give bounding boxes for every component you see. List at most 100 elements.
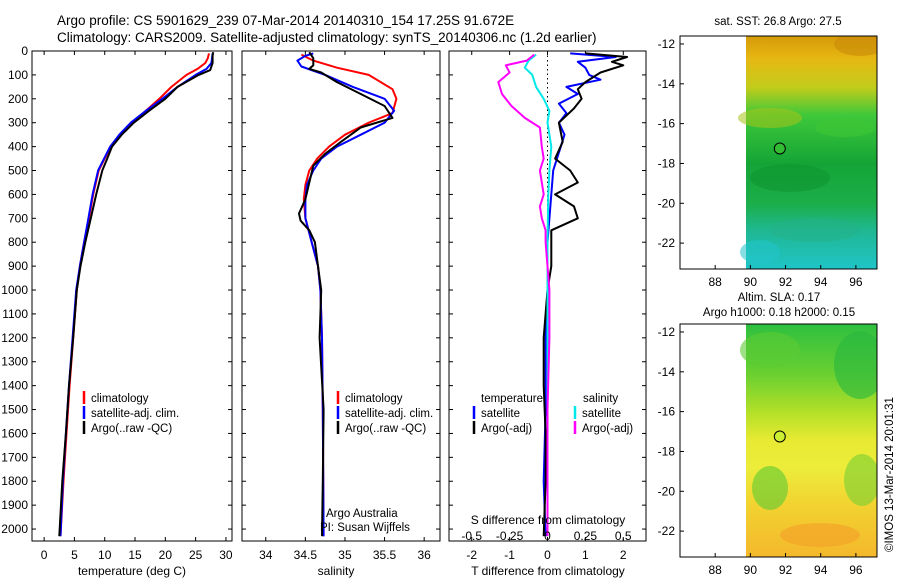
map-x-tick-label: 92: [779, 275, 793, 289]
sla-map-panel: Altim. SLA: 0.17 Argo h1000: 0.18 h2000:…: [658, 292, 878, 577]
difference-y-tickmarks: [449, 50, 646, 530]
map-y-tick-label: -20: [658, 196, 676, 210]
temperature-x-label: temperature (deg C): [78, 564, 186, 578]
map-x-tick-label: 88: [708, 275, 722, 289]
difference-panel: -2 -1 0 1 2 -0.5 -0.25 0 0.25 0.5 S difference f…: [448, 50, 647, 578]
depth-tick-label: 1800: [1, 474, 28, 488]
depth-tick-label: 800: [8, 235, 28, 249]
x-tick-label: 34.5: [294, 548, 318, 562]
series-line-salinity-1: [296, 52, 396, 537]
temperature-legend: climatology satellite-adj. clim. Argo(..…: [82, 391, 179, 435]
sst-map-title: sat. SST: 26.8 Argo: 27.5: [714, 16, 841, 28]
difference-legend-sal-satellite: satellite: [582, 408, 621, 420]
x-tick-label: 35.5: [373, 548, 397, 562]
sst-map-texture: [738, 36, 877, 264]
sla-map-title-line2: Argo h1000: 0.18 h2000: 0.15: [703, 307, 855, 319]
depth-tick-label: 1400: [1, 379, 28, 393]
x-tick-label: 34: [259, 548, 273, 562]
map-x-tick-label: 90: [744, 563, 758, 577]
depth-tick-label: 700: [8, 211, 28, 225]
series-line-temperature-1: [59, 53, 214, 537]
salinity-x-label: salinity: [318, 564, 355, 578]
argo-australia-annotation: Argo Australia: [326, 508, 398, 520]
salinity-y-tickmarks: [242, 50, 440, 530]
x-tick-label: 10: [98, 548, 112, 562]
x-tick-label: 0: [544, 548, 551, 562]
depth-tick-label: 900: [8, 259, 28, 273]
map-x-tick-label: 96: [849, 563, 863, 577]
map-x-tick-label: 94: [814, 275, 828, 289]
salinity-difference-tick-label: 0.25: [574, 529, 598, 543]
salinity-difference-label: S difference from climatology: [471, 513, 626, 527]
map-y-tick-label: -12: [658, 37, 676, 51]
figure-title-line2: Climatology: CARS2009. Satellite-adjuste…: [57, 30, 597, 45]
depth-tick-label: 1200: [1, 331, 28, 345]
x-tick-label: 0: [41, 548, 48, 562]
series-line-temperature-2: [58, 52, 215, 537]
difference-series: [497, 51, 629, 541]
depth-tick-label: 0: [21, 44, 28, 58]
x-tick-label: 30: [219, 548, 233, 562]
salinity-difference-tick-label: 0.5: [615, 529, 632, 543]
x-tick-label: 5: [71, 548, 78, 562]
sla-map-texture: [740, 331, 877, 547]
salinity-series: [296, 51, 398, 537]
difference-legend: temperature satellite Argo(-adj) salinit…: [472, 393, 633, 435]
sla-argo-marker: [773, 430, 786, 443]
map-y-tick-label: -14: [658, 77, 676, 91]
series-line-salinity-2: [298, 51, 394, 537]
salinity-legend-climatology: climatology: [345, 393, 403, 405]
sla-map-title-line1: Altim. SLA: 0.17: [738, 292, 820, 304]
sst-map-x-ticks: 88 90 92 94 96: [708, 265, 863, 289]
map-x-tick-label: 92: [779, 563, 793, 577]
sla-map-x-ticks: 88 90 92 94 96: [708, 553, 863, 577]
series-line-temperature-0: [59, 53, 210, 537]
x-tick-label: 20: [159, 548, 173, 562]
difference-legend-temperature-title: temperature: [481, 393, 543, 405]
salinity-axes: [241, 50, 441, 542]
temperature-panel: 0100200300400500600700800900100011001200…: [1, 44, 233, 578]
x-tick-label: 2: [620, 548, 627, 562]
map-y-tick-label: -22: [658, 524, 676, 538]
depth-tick-label: 1900: [1, 498, 28, 512]
sst-map-axes: [679, 35, 878, 270]
difference-legend-temp-argo: Argo(-adj): [481, 423, 532, 435]
depth-tick-label: 2000: [1, 522, 28, 536]
salinity-legend: climatology satellite-adj. clim. Argo(..…: [336, 391, 433, 435]
sst-map-y-ticks: -12 -14 -16 -18 -20 -22: [658, 37, 684, 250]
depth-tick-label: 300: [8, 116, 28, 130]
map-y-tick-label: -16: [658, 405, 676, 419]
map-y-tick-label: -16: [658, 117, 676, 131]
series-line-difference-temperature-1: [542, 52, 629, 537]
map-x-tick-label: 94: [814, 563, 828, 577]
series-line-difference-salinity-3: [497, 53, 551, 537]
depth-tick-label: 1600: [1, 426, 28, 440]
depth-tick-label: 100: [8, 68, 28, 82]
map-y-tick-label: -12: [658, 325, 676, 339]
map-y-tick-label: -20: [658, 484, 676, 498]
salinity-x-ticks: 34 34.5 35 35.5 36: [259, 51, 431, 562]
temperature-series: [58, 52, 215, 537]
depth-tick-label: 600: [8, 187, 28, 201]
series-line-salinity-0: [300, 53, 398, 537]
map-y-tick-label: -14: [658, 365, 676, 379]
depth-tick-label: 500: [8, 164, 28, 178]
salinity-difference-tick-label: -0.5: [461, 529, 482, 543]
temperature-legend-climatology: climatology: [91, 393, 149, 405]
x-tick-label: 15: [128, 548, 142, 562]
depth-tick-label: 200: [8, 92, 28, 106]
map-x-tick-label: 96: [849, 275, 863, 289]
depth-tick-label: 1500: [1, 403, 28, 417]
x-tick-label: 35: [338, 548, 352, 562]
difference-legend-salinity-title: salinity: [583, 393, 618, 405]
difference-legend-temp-satellite: satellite: [481, 408, 520, 420]
x-tick-label: 36: [417, 548, 431, 562]
depth-tick-label: 1300: [1, 355, 28, 369]
depth-tick-label: 1100: [2, 307, 28, 321]
temperature-legend-satellite: satellite-adj. clim.: [91, 408, 179, 420]
pi-annotation: PI: Susan Wijffels: [320, 522, 410, 534]
imos-timestamp: ©IMOS 13-Mar-2014 20:01:31: [884, 397, 896, 552]
temperature-depth-ticks: 0 100 200 300 400 500 600 700 800 900 1000 1100 1200…: [1, 44, 232, 536]
sla-map-axes: [679, 323, 878, 558]
